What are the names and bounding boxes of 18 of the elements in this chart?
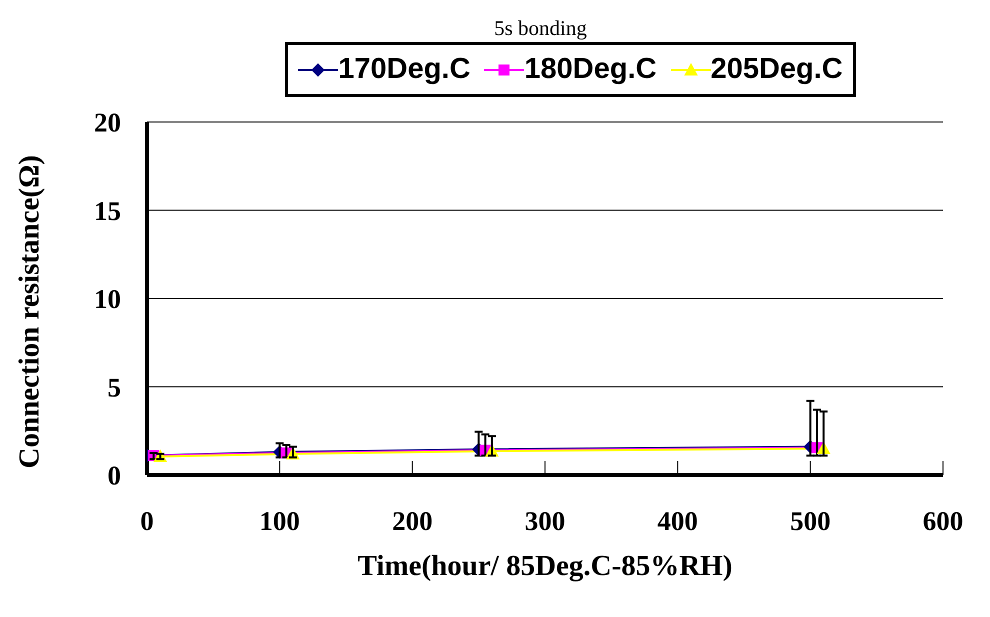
x-tick-label: 500 xyxy=(790,506,831,536)
x-tick-label: 600 xyxy=(922,506,964,536)
x-tick-label: 0 xyxy=(140,506,154,536)
legend-label: 205Deg.C xyxy=(710,53,843,86)
chart-title: 5s bonding xyxy=(493,16,588,41)
y-tick-label: 20 xyxy=(94,108,121,138)
legend-label: 180Deg.C xyxy=(523,53,657,86)
y-axis-title: Connection resistance(Ω) xyxy=(13,155,46,468)
x-tick-label: 400 xyxy=(657,506,698,536)
y-tick-label: 0 xyxy=(108,460,121,491)
x-tick-label: 100 xyxy=(259,506,300,536)
legend-label: 170Deg.C xyxy=(337,53,470,86)
y-tick-label: 15 xyxy=(94,196,121,226)
x-tick-label: 200 xyxy=(392,506,433,536)
x-axis-title: Time(hour/ 85Deg.C-85%RH) xyxy=(358,550,732,582)
x-tick-label: 300 xyxy=(524,506,566,536)
y-tick-label: 5 xyxy=(108,372,121,402)
y-tick-label: 10 xyxy=(94,284,121,314)
